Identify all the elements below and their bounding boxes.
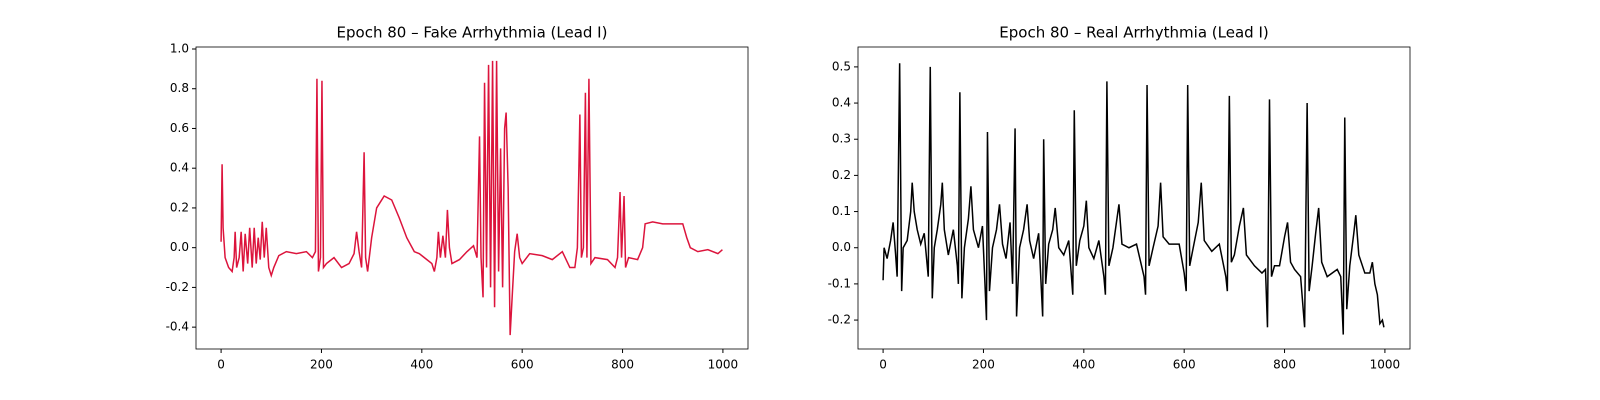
y-tick-label: 0.5 <box>832 59 851 73</box>
x-tick-label: 600 <box>511 358 534 372</box>
y-tick-label: 0.8 <box>170 81 189 95</box>
y-tick-label: 0.1 <box>832 204 851 218</box>
y-tick-label: -0.2 <box>828 313 851 327</box>
y-tick-label: 1.0 <box>170 41 189 55</box>
x-tick-label: 600 <box>1173 358 1196 372</box>
axes-frame <box>857 46 1411 350</box>
x-tick-label: 200 <box>310 358 333 372</box>
x-tick-label: 800 <box>1273 358 1296 372</box>
signal-line <box>220 60 723 336</box>
y-tick-label: -0.4 <box>166 320 189 334</box>
x-tick-label: 1000 <box>1370 358 1401 372</box>
y-tick-label: 0.6 <box>170 121 189 135</box>
y-tick-label: -0.1 <box>828 276 851 290</box>
signal-line <box>882 63 1385 335</box>
y-tick-label: 0.4 <box>832 96 851 110</box>
x-tick-label: 1000 <box>708 358 739 372</box>
chart-title: Epoch 80 – Real Arrhythmia (Lead I) <box>999 24 1268 42</box>
y-tick-label: 0.2 <box>832 168 851 182</box>
x-tick-label: 800 <box>611 358 634 372</box>
x-tick-label: 200 <box>972 358 995 372</box>
axes-frame <box>195 46 749 350</box>
y-tick-label: 0.0 <box>832 240 851 254</box>
chart-title: Epoch 80 – Fake Arrhythmia (Lead I) <box>337 24 608 42</box>
y-tick-label: -0.2 <box>166 280 189 294</box>
x-tick-label: 400 <box>410 358 433 372</box>
x-tick-label: 400 <box>1072 358 1095 372</box>
y-tick-label: 0.2 <box>170 200 189 214</box>
y-tick-label: 0.4 <box>170 161 189 175</box>
y-tick-label: 0.0 <box>170 240 189 254</box>
x-tick-label: 0 <box>879 358 887 372</box>
x-tick-label: 0 <box>217 358 225 372</box>
y-tick-label: 0.3 <box>832 132 851 146</box>
